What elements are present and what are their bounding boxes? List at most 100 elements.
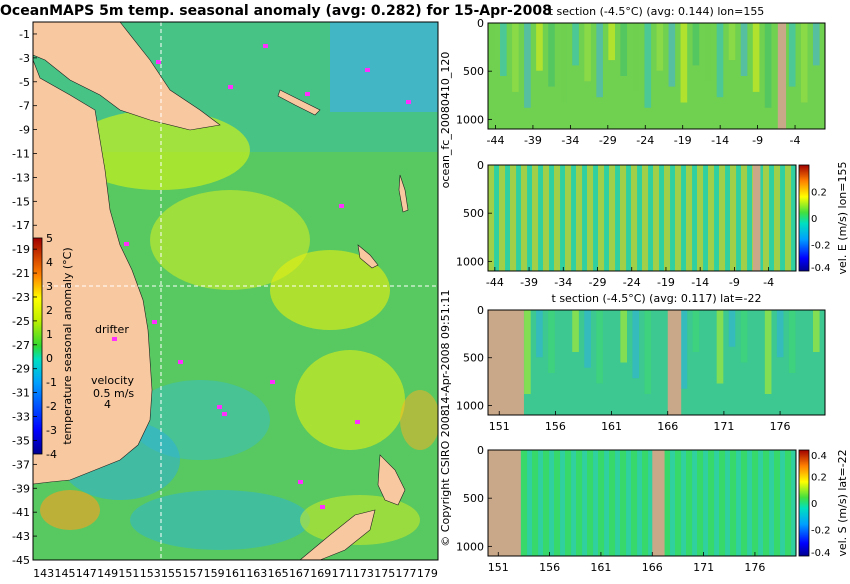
section-streak	[576, 450, 583, 556]
section-streak	[548, 23, 555, 87]
map-colorbar-label: temperature seasonal anomaly (°C)	[61, 247, 74, 444]
section-streak	[740, 23, 748, 76]
section-x-tick: -9	[752, 134, 763, 147]
section-streak	[543, 165, 550, 271]
section-x-tick: -4	[790, 134, 801, 147]
section-streak	[642, 450, 649, 556]
section-streak	[543, 450, 550, 556]
section-streak	[788, 23, 796, 87]
map-colorbar-ramp	[32, 237, 43, 455]
section-x-tick: 171	[693, 561, 714, 574]
map-colorbar-tick: -2	[46, 400, 57, 413]
section-streak	[741, 450, 748, 556]
map-lat-tick: -13	[12, 171, 30, 184]
section-x-tick: -29	[589, 276, 607, 289]
section-streak	[632, 23, 640, 92]
section-title: t section (-4.5°C) (avg: 0.117) lat=-22	[552, 292, 762, 305]
section-streak	[620, 450, 627, 556]
section-streak	[664, 165, 671, 271]
section-streak	[642, 165, 649, 271]
section-x-tick: -9	[729, 276, 740, 289]
section-streak	[680, 23, 688, 103]
solomon-islands	[277, 89, 321, 116]
map-lon-tick: 179	[417, 567, 438, 580]
velocity-value: 0.5 m/s	[93, 387, 134, 400]
section-streak	[548, 310, 555, 373]
section-y-tick: 500	[463, 492, 484, 505]
section-x-tick: -29	[599, 134, 617, 147]
section-x-tick: -34	[554, 276, 572, 289]
section-x-tick: -34	[561, 134, 579, 147]
section-streak	[536, 23, 543, 71]
section-streak	[596, 23, 603, 98]
map-lat-tick: -39	[12, 482, 30, 495]
section-land	[652, 450, 665, 556]
section-streak	[788, 310, 796, 373]
map-colorbar: 5 4 3 2 1 0 -1 -2 -3 -4 temperature seasonal anom…	[32, 232, 74, 461]
section-colorbar-tick: 0	[811, 214, 817, 225]
section-x-tick: -24	[636, 134, 654, 147]
drifter-label: drifter	[95, 323, 129, 336]
section-streak	[576, 165, 583, 271]
section-streak	[708, 450, 715, 556]
section-streak	[608, 310, 615, 347]
section-x-tick: -4	[763, 276, 774, 289]
map-lat-tick: -23	[12, 291, 30, 304]
map-lat-tick: -5	[19, 76, 30, 89]
section-streak	[656, 23, 664, 71]
section-streak	[572, 23, 579, 66]
section-streak	[697, 450, 704, 556]
map-lat-tick: -45	[12, 554, 30, 567]
section-title: t section (-4.5°C) (avg: 0.144) lon=155	[549, 5, 765, 18]
section-colorbar-tick: -0.4	[811, 263, 831, 274]
section-x-tick: 176	[744, 561, 765, 574]
section-streak	[488, 23, 495, 61]
section-streak	[716, 310, 724, 384]
section-streak	[785, 450, 792, 556]
map-lat-tick: -41	[12, 506, 30, 519]
australia-land	[32, 59, 153, 485]
section-land	[752, 165, 761, 271]
run-date-label: 14-Apr-2008 09:51:11	[439, 290, 452, 411]
section-y-tick: 0	[477, 304, 484, 317]
section-streak	[730, 165, 737, 271]
section-streak	[716, 23, 724, 98]
section-frame	[487, 309, 826, 416]
section-streak	[785, 165, 792, 271]
section-streak	[532, 165, 539, 271]
section-x-tick: 176	[770, 420, 791, 433]
section-x-tick: -19	[674, 134, 692, 147]
vanuatu	[398, 174, 409, 213]
section-streak	[608, 23, 615, 61]
map-lat-tick: -17	[12, 219, 30, 232]
section-land	[488, 310, 524, 415]
section-x-tick: -14	[711, 134, 729, 147]
section-streak	[524, 23, 531, 108]
section-x-tick: -14	[691, 276, 709, 289]
run-id-label: ocean_fc_20080410_120	[439, 52, 452, 189]
section-colorbar-tick: 0	[811, 499, 817, 510]
section-streak	[812, 310, 820, 352]
section-streak	[532, 450, 539, 556]
section-streak	[664, 450, 671, 556]
section-streak	[697, 165, 704, 271]
section-streak	[686, 165, 693, 271]
drifter-markers	[112, 44, 411, 509]
new-zealand-south	[299, 509, 376, 561]
section-streak	[598, 450, 605, 556]
new-zealand-north	[377, 454, 406, 506]
section-streak	[587, 165, 594, 271]
section-streak	[764, 23, 772, 108]
section-streak	[692, 23, 700, 66]
section-streak	[752, 310, 760, 379]
section-streak	[675, 165, 682, 271]
section-streak	[730, 450, 737, 556]
section-panels: t section (-4.5°C) (avg: 0.144) lon=155 0…	[456, 5, 849, 574]
section-x-tick: 166	[642, 561, 663, 574]
map-lon-tick: 171	[332, 567, 353, 580]
section-colorbar-tick: 0.2	[811, 473, 827, 484]
section-streak	[565, 165, 572, 271]
section-land	[667, 310, 682, 415]
section-streak	[536, 310, 543, 358]
